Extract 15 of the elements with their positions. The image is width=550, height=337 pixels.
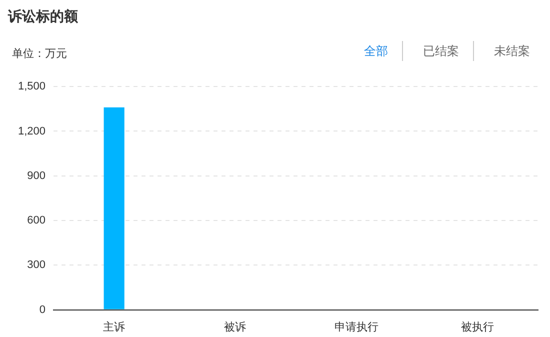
x-tick-label: 被诉 <box>224 320 246 334</box>
y-tick-label: 900 <box>27 170 46 182</box>
x-tick-label: 主诉 <box>103 320 126 334</box>
x-tick-label: 申请执行 <box>334 320 378 334</box>
text: 已结案 <box>402 41 473 61</box>
y-tick-label: 600 <box>27 214 46 227</box>
y-tick-label: 1,500 <box>18 80 46 93</box>
x-tick-label: 被执行 <box>460 320 494 334</box>
chart-title: 诉讼标的额 <box>8 8 78 26</box>
y-tick-label: 0 <box>39 304 46 316</box>
y-tick-label: 300 <box>27 259 46 272</box>
text: 全部 <box>363 43 389 60</box>
y-axis-title: 单位：万元 <box>12 46 67 61</box>
y-tick-label: 1,200 <box>18 125 46 138</box>
text: 未结案 <box>473 41 544 61</box>
